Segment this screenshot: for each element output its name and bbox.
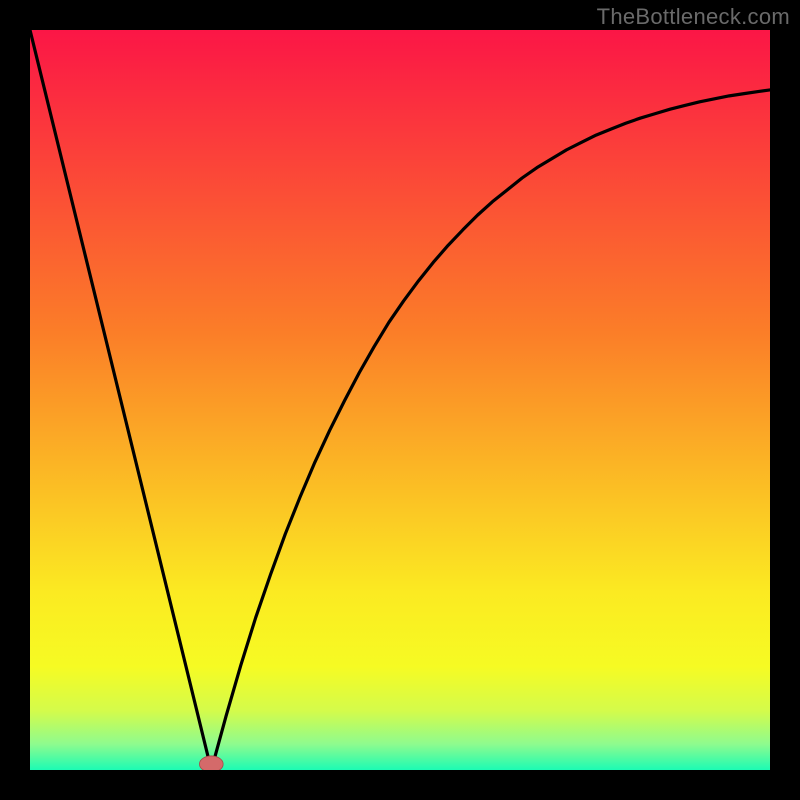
- plot-area: [30, 30, 770, 770]
- watermark-text: TheBottleneck.com: [597, 4, 790, 30]
- bottleneck-curve: [30, 30, 770, 770]
- min-point-marker: [199, 756, 223, 770]
- chart-container: TheBottleneck.com: [0, 0, 800, 800]
- curve-layer: [30, 30, 770, 770]
